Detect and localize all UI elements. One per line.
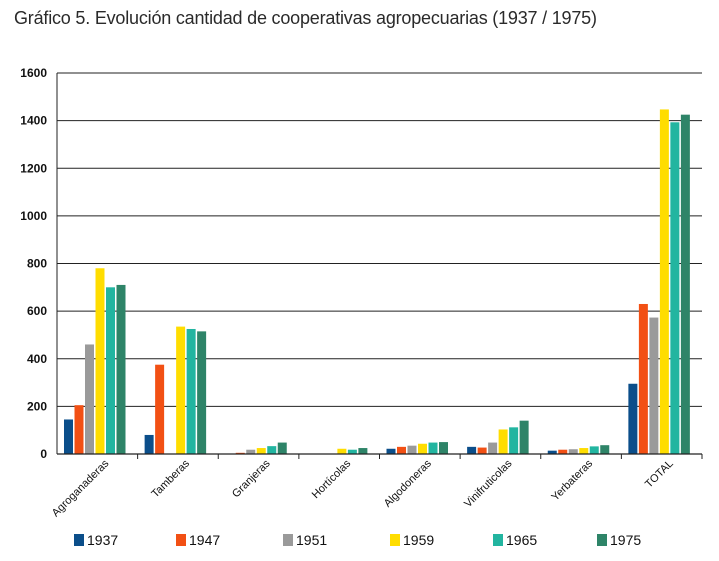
legend-label: 1975 — [610, 532, 642, 548]
bar-1965-6 — [589, 446, 599, 454]
bar-1947-0 — [74, 405, 84, 454]
bar-1965-3 — [347, 449, 357, 454]
bar-1947-4 — [397, 446, 406, 454]
legend-item-1959: 1959 — [390, 530, 434, 550]
x-tick-label: Tamberas — [149, 457, 192, 500]
legend-swatch — [283, 534, 293, 546]
legend-label: 1937 — [87, 532, 119, 548]
x-tick-label: Hortícolas — [310, 457, 354, 501]
bar-1975-1 — [197, 331, 207, 454]
bar-1947-5 — [477, 447, 487, 454]
y-tick-label: 1000 — [20, 209, 47, 223]
bar-1975-0 — [116, 284, 126, 454]
bar-chart: 0 200 400 600 800 1000 1200 1400 1600 Agroganade… — [20, 66, 703, 519]
x-tick-label: Algodoneras — [382, 457, 435, 510]
bar-1965-7 — [670, 122, 680, 455]
bar-1937-0 — [64, 419, 73, 454]
bar-1947-7 — [638, 303, 648, 454]
x-tick-label: Vinifruticolas — [462, 457, 515, 510]
bar-1951-5 — [488, 442, 498, 454]
legend-item-1951: 1951 — [283, 530, 327, 550]
x-axis: Agroganaderas Tamberas Granjeras Hortícolas… — [50, 453, 703, 519]
bar-1959-3 — [337, 448, 347, 454]
y-tick-label: 1200 — [20, 161, 47, 175]
legend-swatch — [597, 534, 607, 546]
bar-1965-0 — [106, 287, 115, 454]
bar-1951-7 — [649, 317, 659, 454]
bar-1959-1 — [176, 326, 186, 454]
bar-1937-1 — [144, 434, 154, 454]
legend-label: 1947 — [189, 532, 221, 548]
legend-item-1975: 1975 — [597, 530, 641, 550]
legend-item-1965: 1965 — [493, 530, 537, 550]
y-tick-label: 400 — [27, 352, 47, 366]
gridlines — [57, 72, 702, 455]
legend-item-1947: 1947 — [176, 530, 220, 550]
bar-1951-0 — [85, 344, 94, 454]
chart-title: Gráfico 5. Evolución cantidad de coopera… — [14, 8, 597, 28]
y-tick-label: 1400 — [20, 114, 47, 128]
bar-1959-6 — [579, 448, 589, 454]
legend: 1937 1947 1951 1959 1965 1975 — [0, 530, 719, 554]
bar-1975-7 — [680, 114, 690, 454]
legend-swatch — [176, 534, 186, 546]
bar-1937-7 — [628, 383, 638, 454]
x-tick-label: Agroganaderas — [50, 457, 112, 519]
bar-1975-3 — [358, 448, 368, 454]
bar-1965-4 — [428, 442, 438, 454]
bar-1975-5 — [519, 420, 529, 454]
legend-swatch — [390, 534, 400, 546]
bar-1951-6 — [568, 449, 578, 454]
bar-1965-5 — [509, 427, 519, 454]
bar-1975-6 — [600, 445, 610, 454]
y-tick-label: 800 — [27, 257, 47, 271]
bar-1965-1 — [186, 328, 196, 454]
bars — [64, 109, 690, 455]
bar-1959-0 — [95, 268, 105, 454]
bar-1975-4 — [439, 442, 448, 454]
x-tick-label: TOTAL — [643, 458, 676, 491]
bar-1951-4 — [407, 445, 417, 454]
legend-label: 1959 — [403, 532, 435, 548]
y-tick-label: 200 — [27, 399, 47, 413]
bar-1937-5 — [467, 446, 477, 454]
bar-1959-2 — [256, 448, 266, 454]
legend-swatch — [74, 534, 84, 546]
bar-1937-6 — [547, 450, 557, 454]
legend-label: 1951 — [296, 532, 328, 548]
bar-1947-1 — [155, 364, 165, 454]
bar-1959-4 — [418, 443, 427, 454]
legend-label: 1965 — [506, 532, 538, 548]
y-tick-label: 600 — [27, 304, 47, 318]
legend-swatch — [493, 534, 503, 546]
bar-1959-5 — [498, 429, 508, 454]
bar-1937-4 — [386, 448, 396, 454]
legend-item-1937: 1937 — [74, 530, 118, 550]
bar-1951-2 — [246, 449, 256, 454]
y-tick-label: 1600 — [20, 66, 47, 80]
y-tick-label: 0 — [40, 447, 47, 461]
y-axis: 0 200 400 600 800 1000 1200 1400 1600 — [20, 66, 58, 461]
x-tick-label: Yerbateras — [549, 457, 595, 503]
bar-1947-6 — [558, 449, 568, 454]
bar-1959-7 — [659, 109, 669, 454]
x-tick-label: Granjeras — [230, 457, 273, 500]
bar-1975-2 — [277, 442, 287, 454]
bar-1965-2 — [267, 446, 277, 454]
